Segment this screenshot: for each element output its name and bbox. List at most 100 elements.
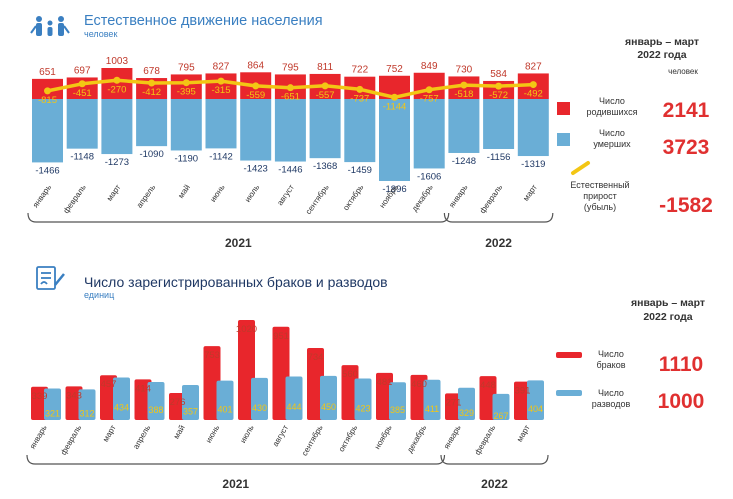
x-tick-label: март	[515, 423, 532, 443]
divorce-label: 385	[390, 405, 405, 415]
x-tick-label: октябрь	[341, 183, 365, 212]
legend-died-label: Число	[599, 128, 625, 138]
legend-growth-swatch	[571, 161, 590, 175]
died-label: -1423	[244, 164, 268, 175]
divorce-label: 430	[252, 403, 267, 413]
born-label: 730	[456, 64, 473, 75]
marriage-bar	[445, 393, 462, 420]
divorce-label: 444	[286, 402, 301, 412]
divorce-label: 411	[425, 404, 439, 414]
marriage-bar	[307, 348, 324, 420]
marriage-bar	[31, 386, 48, 420]
divorce-label: 401	[217, 404, 232, 414]
chart2-title: Число зарегистрированных браков и развод…	[84, 274, 388, 290]
x-tick-label: март	[105, 183, 123, 203]
growth-point	[356, 85, 364, 93]
died-label: -1156	[487, 152, 511, 163]
born-label: 752	[386, 64, 403, 75]
born-label: 811	[317, 62, 333, 73]
summary-marriage-value: 1110	[659, 353, 703, 376]
x-tick-label: сентябрь	[300, 424, 325, 458]
legend-growth-label-line2: прирост	[583, 191, 617, 201]
marriage-label: 481	[377, 377, 393, 388]
chart1-subtitle: человек	[84, 29, 117, 39]
marriage-label: 951	[273, 331, 289, 342]
divorce-bar	[78, 389, 96, 420]
died-bar	[517, 99, 549, 157]
divorce-label: 404	[528, 404, 543, 414]
legend-born-label: Число	[599, 96, 625, 106]
divorce-bar	[320, 375, 337, 420]
died-bar	[309, 99, 341, 159]
growth-label: -451	[73, 88, 92, 99]
legend-died-label-line2: умерших	[593, 139, 631, 149]
divorce-label: 357	[183, 407, 198, 417]
x-tick-label: апрель	[131, 424, 152, 451]
legend-growth-label-line3: (убыль)	[584, 202, 616, 212]
x-tick-label: апрель	[135, 183, 157, 210]
year-brace	[443, 212, 554, 223]
chart1-title: Естественное движение населения	[84, 13, 323, 29]
marriage-label: 391	[515, 386, 531, 397]
growth-label: -492	[524, 89, 543, 100]
x-tick-label: март	[101, 423, 118, 443]
marriage-label: 339	[32, 391, 48, 402]
died-label: -1459	[348, 165, 372, 176]
marriage-bar	[272, 326, 290, 420]
died-bar	[344, 99, 376, 163]
x-tick-label: май	[172, 424, 187, 441]
summary2-period-line2: 2022 года	[643, 311, 692, 323]
growth-point	[460, 81, 468, 89]
died-label: -1368	[313, 161, 337, 172]
divorce-bar	[216, 380, 234, 420]
legend-born-swatch	[557, 102, 570, 115]
marriage-label: 1020	[236, 324, 257, 335]
died-bar	[136, 99, 168, 147]
died-label: -1896	[382, 184, 406, 195]
marriage-chart: 339 321 январь 343 312 февраль 457 434 март 414 38…	[26, 320, 549, 491]
growth-label: -1144	[383, 101, 407, 112]
born-label: 722	[351, 65, 368, 76]
growth-label: -572	[489, 90, 508, 101]
died-bar	[483, 99, 515, 149]
died-bar	[240, 99, 272, 161]
marriage-bar	[100, 375, 117, 420]
marriage-bar	[410, 374, 428, 420]
died-bar	[32, 99, 63, 163]
year-label: 2021	[225, 236, 252, 250]
died-bar	[274, 99, 306, 162]
growth-point	[78, 80, 86, 88]
marriage-label: 460	[411, 379, 427, 390]
marriage-bar	[479, 376, 497, 420]
growth-label: -395	[177, 87, 196, 98]
died-label: -1142	[209, 151, 233, 162]
born-label: 584	[490, 69, 507, 80]
growth-label: -557	[316, 90, 335, 101]
died-label: -1273	[105, 157, 129, 168]
marriage-bar	[169, 392, 186, 420]
x-tick-label: июль	[243, 183, 261, 204]
growth-label: -651	[281, 92, 300, 103]
growth-label: -757	[420, 94, 439, 105]
marriage-label: 271	[446, 397, 462, 408]
marriage-label: 343	[66, 390, 82, 401]
growth-point	[217, 77, 225, 85]
divorce-bar	[423, 379, 441, 420]
divorce-bar	[251, 377, 268, 420]
x-tick-label: июль	[238, 424, 255, 445]
marriage-bar	[238, 320, 255, 420]
summary1: январь – март 2022 года человек Число ро…	[557, 36, 713, 217]
died-label: -1319	[521, 159, 545, 170]
x-tick-label: январь	[447, 183, 469, 209]
divorce-bar	[147, 381, 165, 420]
x-tick-label: август	[275, 183, 296, 207]
growth-label: -270	[107, 84, 126, 95]
growth-label: -737	[350, 93, 369, 104]
divorce-bar	[285, 376, 303, 420]
died-bar	[379, 99, 410, 181]
marriage-label: 753	[204, 350, 220, 361]
x-tick-label: февраль	[59, 424, 83, 457]
born-bar	[379, 75, 410, 99]
legend-born-label-line2: родившихся	[587, 107, 638, 117]
